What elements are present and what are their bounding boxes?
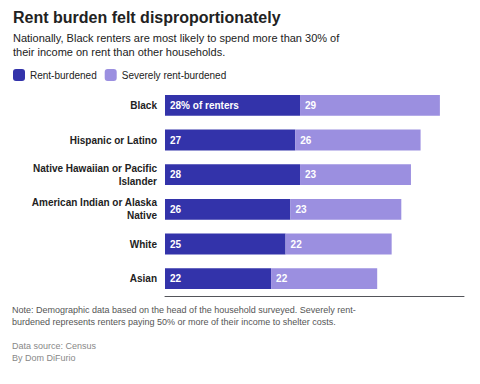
svg-text:White: White [130, 239, 158, 250]
svg-text:26: 26 [170, 204, 182, 215]
svg-text:Data source: Census: Data source: Census [12, 341, 97, 351]
svg-text:Islander: Islander [119, 176, 157, 187]
svg-text:28% of renters: 28% of renters [170, 100, 239, 111]
svg-text:23: 23 [295, 204, 307, 215]
svg-text:burdened represents renters pa: burdened represents renters paying 50% o… [12, 317, 336, 327]
svg-text:26: 26 [300, 135, 312, 146]
svg-text:Native: Native [127, 210, 157, 221]
svg-text:Asian: Asian [130, 273, 157, 284]
svg-text:Rent burden felt disproportion: Rent burden felt disproportionately [13, 9, 281, 26]
svg-text:Note: Demographic data based o: Note: Demographic data based on the head… [12, 305, 356, 315]
svg-text:American Indian or Alaska: American Indian or Alaska [32, 197, 158, 208]
svg-text:Native Hawaiian or Pacific: Native Hawaiian or Pacific [33, 163, 157, 174]
svg-text:By Dom DiFurio: By Dom DiFurio [12, 353, 76, 363]
svg-text:27: 27 [170, 135, 182, 146]
svg-text:22: 22 [170, 273, 182, 284]
svg-text:Rent-burdened: Rent-burdened [30, 70, 97, 81]
svg-text:29: 29 [305, 100, 317, 111]
svg-text:22: 22 [276, 273, 288, 284]
svg-text:Nationally, Black renters are: Nationally, Black renters are most likel… [13, 32, 340, 44]
svg-text:their income on rent than othe: their income on rent than other househol… [13, 46, 225, 58]
svg-text:28: 28 [170, 169, 182, 180]
svg-text:22: 22 [291, 239, 303, 250]
svg-text:Black: Black [130, 100, 157, 111]
svg-text:Hispanic or Latino: Hispanic or Latino [70, 135, 157, 146]
svg-text:25: 25 [170, 239, 182, 250]
svg-text:Severely rent-burdened: Severely rent-burdened [122, 70, 227, 81]
svg-text:23: 23 [305, 169, 317, 180]
